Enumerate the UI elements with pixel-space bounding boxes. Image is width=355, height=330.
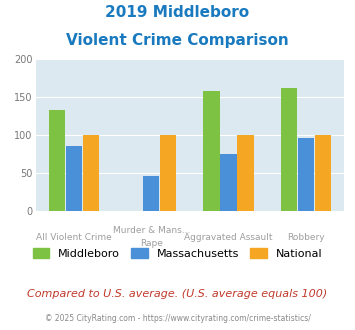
Text: Robbery: Robbery <box>287 233 324 242</box>
Bar <box>83 135 99 211</box>
Bar <box>237 135 253 211</box>
Bar <box>160 135 176 211</box>
Bar <box>143 176 159 211</box>
Text: Murder & Mans...: Murder & Mans... <box>113 226 190 235</box>
Text: Rape: Rape <box>140 239 163 248</box>
Legend: Middleboro, Massachusetts, National: Middleboro, Massachusetts, National <box>28 244 327 263</box>
Text: Compared to U.S. average. (U.S. average equals 100): Compared to U.S. average. (U.S. average … <box>27 289 328 299</box>
Text: © 2025 CityRating.com - https://www.cityrating.com/crime-statistics/: © 2025 CityRating.com - https://www.city… <box>45 314 310 323</box>
Bar <box>281 88 297 211</box>
Text: Aggravated Assault: Aggravated Assault <box>184 233 273 242</box>
Bar <box>298 138 314 211</box>
Text: 2019 Middleboro: 2019 Middleboro <box>105 5 250 20</box>
Bar <box>49 110 65 211</box>
Text: All Violent Crime: All Violent Crime <box>36 233 112 242</box>
Bar <box>203 90 220 211</box>
Bar <box>220 154 236 211</box>
Bar <box>315 135 331 211</box>
Text: Violent Crime Comparison: Violent Crime Comparison <box>66 33 289 48</box>
Bar <box>66 146 82 211</box>
